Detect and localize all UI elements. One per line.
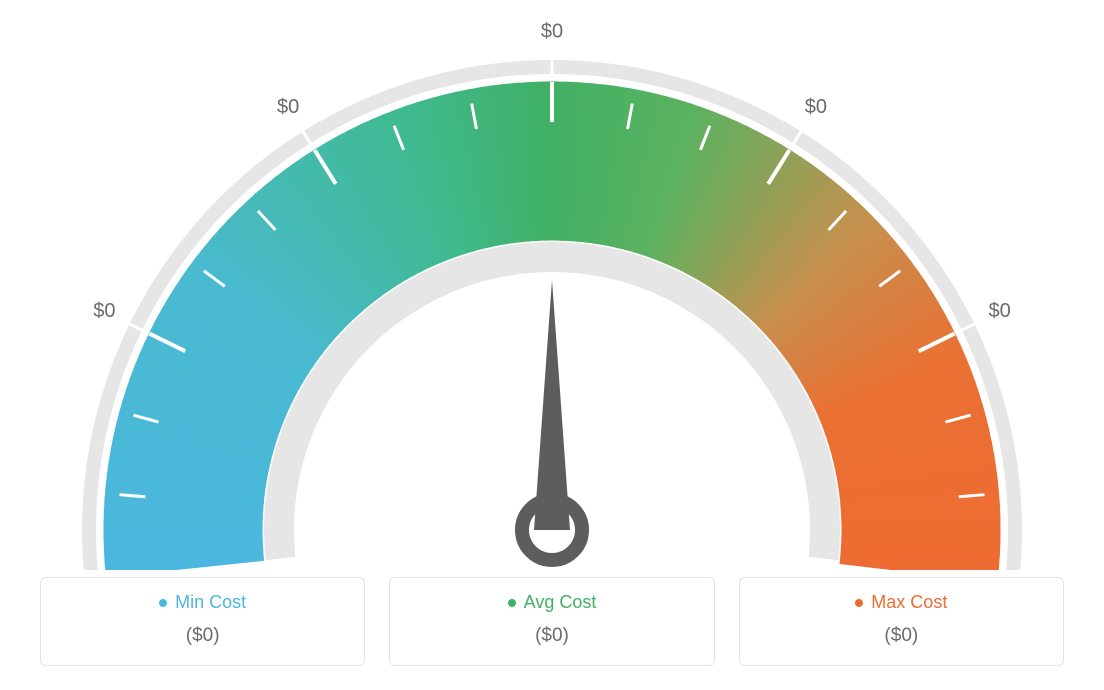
legend-label-text-avg: Avg Cost	[524, 592, 597, 613]
gauge-tick-label: $0	[988, 300, 1010, 322]
legend-dot-min	[159, 599, 167, 607]
legend-label-text-min: Min Cost	[175, 592, 246, 613]
legend-dot-avg	[508, 599, 516, 607]
legend-row: Min Cost ($0) Avg Cost ($0) Max Cost ($0)	[40, 577, 1064, 666]
gauge-tick-label: $0	[805, 96, 827, 118]
gauge-tick-label: $0	[541, 20, 563, 42]
legend-value-avg: ($0)	[400, 625, 703, 647]
legend-label-max: Max Cost	[855, 592, 947, 613]
legend-card-min: Min Cost ($0)	[40, 577, 365, 666]
gauge-tick-label: $0	[277, 96, 299, 118]
legend-card-max: Max Cost ($0)	[739, 577, 1064, 666]
gauge-needle	[534, 280, 570, 530]
legend-label-avg: Avg Cost	[508, 592, 597, 613]
legend-dot-max	[855, 599, 863, 607]
gauge-minor-tick	[119, 495, 145, 497]
cost-gauge-container: $0$0$0$0$0$0$0 Min Cost($0)Avg Cost($0)M…	[0, 0, 1104, 690]
legend-value-max: ($0)	[750, 625, 1053, 647]
gauge-minor-tick	[959, 495, 985, 497]
legend-label-min: Min Cost	[159, 592, 246, 613]
gauge-svg: $0$0$0$0$0$0$0	[0, 10, 1104, 570]
gauge-area: $0$0$0$0$0$0$0	[0, 10, 1104, 570]
legend-label-text-max: Max Cost	[871, 592, 947, 613]
gauge-tick-label: $0	[93, 300, 115, 322]
legend-value-min: ($0)	[51, 625, 354, 647]
legend-card-avg: Avg Cost ($0)	[389, 577, 714, 666]
